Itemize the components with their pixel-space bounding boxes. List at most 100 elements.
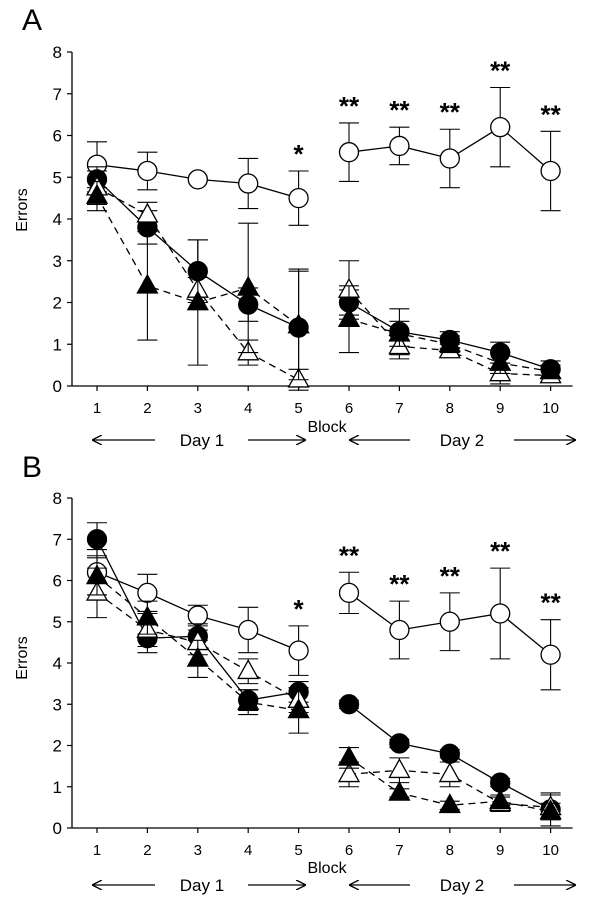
- day-1-label: Day 1: [180, 876, 224, 895]
- x-tick-label: 2: [143, 842, 151, 859]
- data-point: [389, 135, 410, 157]
- panel-label: A: [22, 4, 42, 37]
- data-point: [388, 321, 411, 342]
- x-axis-label: Block: [307, 419, 347, 436]
- axes: 0 1 2 3 4 5 6 7 8 1 2 3 4 5 6 7 8 9 10: [53, 43, 573, 417]
- day-1-label: Day 1: [180, 431, 224, 450]
- y-axis-label: Errors: [14, 636, 31, 680]
- data-point: [389, 733, 410, 754]
- significance-mark: **: [389, 95, 410, 125]
- data-point: [288, 640, 309, 661]
- panel-b: B Errors Block Day 1 Day 2 0 1 2 3 4 5 6 7 8 1 2 3 4…: [14, 451, 575, 895]
- y-tick-label: 7: [53, 85, 62, 104]
- data-point: [337, 762, 361, 783]
- data-point: [287, 698, 310, 719]
- data-point: [337, 745, 361, 766]
- y-tick-label: 2: [53, 294, 62, 313]
- data-point: [137, 160, 158, 182]
- data-point: [237, 659, 260, 680]
- x-tick-label: 5: [294, 842, 302, 859]
- significance-mark: *: [294, 594, 305, 624]
- data-point: [287, 313, 310, 334]
- x-tick-label: 4: [244, 842, 252, 859]
- data-point: [388, 780, 411, 801]
- x-tick-label: 8: [446, 400, 454, 417]
- data-point: [439, 148, 460, 169]
- data-point: [338, 694, 360, 715]
- x-axis-label: Block: [307, 860, 347, 877]
- x-tick-label: 5: [294, 400, 302, 417]
- y-tick-label: 4: [53, 654, 62, 673]
- y-tick-label: 8: [53, 43, 62, 62]
- data-point: [136, 273, 159, 294]
- series-filled-circles: [86, 522, 561, 827]
- y-tick-label: 1: [53, 778, 62, 797]
- y-tick-label: 2: [53, 737, 62, 756]
- data-point: [238, 619, 259, 641]
- significance-mark: **: [339, 540, 360, 570]
- x-tick-label: 3: [194, 400, 202, 417]
- x-tick-label: 1: [93, 400, 101, 417]
- x-tick-label: 2: [143, 400, 151, 417]
- series: [85, 86, 562, 391]
- x-tick-label: 7: [395, 400, 403, 417]
- series-filled-triangles: [85, 180, 562, 381]
- y-tick-label: 7: [53, 530, 62, 549]
- x-tick-label: 1: [93, 842, 101, 859]
- x-tick-label: 9: [496, 400, 504, 417]
- data-point: [85, 183, 109, 204]
- data-point: [237, 275, 260, 296]
- series-open-triangles: [85, 567, 562, 821]
- x-tick-label: 9: [496, 842, 504, 859]
- data-point: [490, 603, 511, 624]
- significance-mark: **: [490, 55, 511, 85]
- axes: 0 1 2 3 4 5 6 7 8 1 2 3 4 5 6 7 8 9 10: [53, 489, 573, 859]
- series-filled-circles: [86, 166, 561, 387]
- data-point: [337, 307, 361, 328]
- data-point: [85, 564, 109, 585]
- y-tick-label: 0: [53, 819, 62, 838]
- data-point: [540, 160, 561, 182]
- significance-marks: ***********: [294, 536, 562, 624]
- x-tick-label: 8: [446, 842, 454, 859]
- day-2-label: Day 2: [440, 431, 484, 450]
- data-point: [389, 619, 410, 641]
- data-point: [388, 758, 411, 779]
- y-tick-label: 8: [53, 489, 62, 508]
- data-point: [338, 142, 360, 163]
- y-tick-label: 3: [53, 695, 62, 714]
- significance-marks: ***********: [294, 55, 562, 169]
- series-open-circles: [86, 549, 561, 691]
- series: [85, 522, 562, 827]
- day-2-label: Day 2: [440, 876, 484, 895]
- significance-mark: **: [540, 588, 561, 618]
- data-point: [490, 117, 511, 138]
- significance-mark: **: [339, 91, 360, 121]
- x-tick-label: 6: [345, 400, 353, 417]
- data-point: [438, 332, 461, 353]
- y-axis-label: Errors: [14, 188, 31, 232]
- data-point: [187, 169, 208, 190]
- y-tick-label: 5: [53, 613, 62, 632]
- x-tick-label: 4: [244, 400, 252, 417]
- x-tick-label: 3: [194, 842, 202, 859]
- y-tick-label: 4: [53, 210, 62, 229]
- data-point: [338, 582, 360, 604]
- y-tick-label: 0: [53, 377, 62, 396]
- panel-a: A Errors Block Day 1 Day 2 0 1 2 3 4 5 6 7 8 1 2 3 4…: [14, 4, 575, 450]
- significance-mark: **: [440, 561, 461, 591]
- x-tick-label: 7: [395, 842, 403, 859]
- data-point: [136, 202, 159, 223]
- significance-mark: *: [294, 139, 305, 169]
- data-point: [187, 605, 208, 626]
- series-open-triangles: [85, 170, 562, 391]
- data-point: [439, 611, 460, 632]
- y-tick-label: 6: [53, 572, 62, 591]
- data-point: [238, 173, 259, 194]
- y-tick-label: 6: [53, 127, 62, 146]
- data-point: [489, 350, 512, 371]
- data-point: [438, 793, 461, 814]
- panel-label: B: [22, 451, 42, 484]
- y-tick-label: 1: [53, 335, 62, 354]
